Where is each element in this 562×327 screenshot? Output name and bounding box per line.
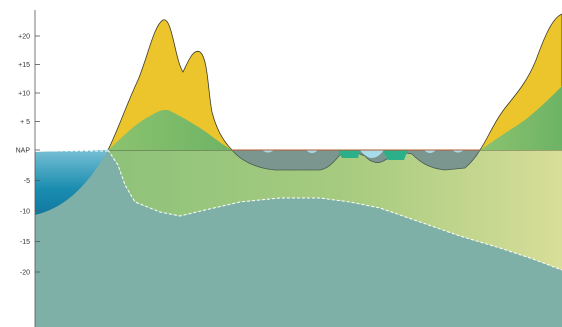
marsh-right (382, 150, 408, 160)
green-clay-layer (108, 150, 562, 270)
dune-core-left (108, 109, 232, 150)
axis-tick-label: + 5 (20, 119, 30, 126)
pond-4 (424, 150, 436, 153)
pond-2 (306, 150, 318, 153)
axis-tick-label: +20 (18, 34, 30, 41)
axis-tick-label: -15 (20, 239, 30, 246)
dune-core-right (480, 86, 562, 150)
axis-tick-label: -10 (20, 209, 30, 216)
dune-sand-left (107, 19, 233, 151)
pond-3 (360, 150, 384, 158)
polder-peat (231, 149, 481, 171)
pond-1 (262, 150, 274, 153)
axis-tick-label: +15 (18, 62, 30, 69)
pond-5 (452, 150, 464, 153)
marsh-left (338, 150, 360, 158)
axis-tick-label: -5 (24, 178, 30, 185)
axis-ticks: +20 +15 +10 + 5 NAP -5 -10 -15 -20 (16, 34, 40, 277)
sea-water (35, 150, 108, 215)
subsoil-boundary-line (107, 149, 562, 271)
axis-tick-label: -20 (20, 270, 30, 277)
subsoil-layer (35, 150, 562, 327)
axis-tick-label: NAP (16, 148, 31, 155)
axis-tick-label: +10 (18, 91, 30, 98)
